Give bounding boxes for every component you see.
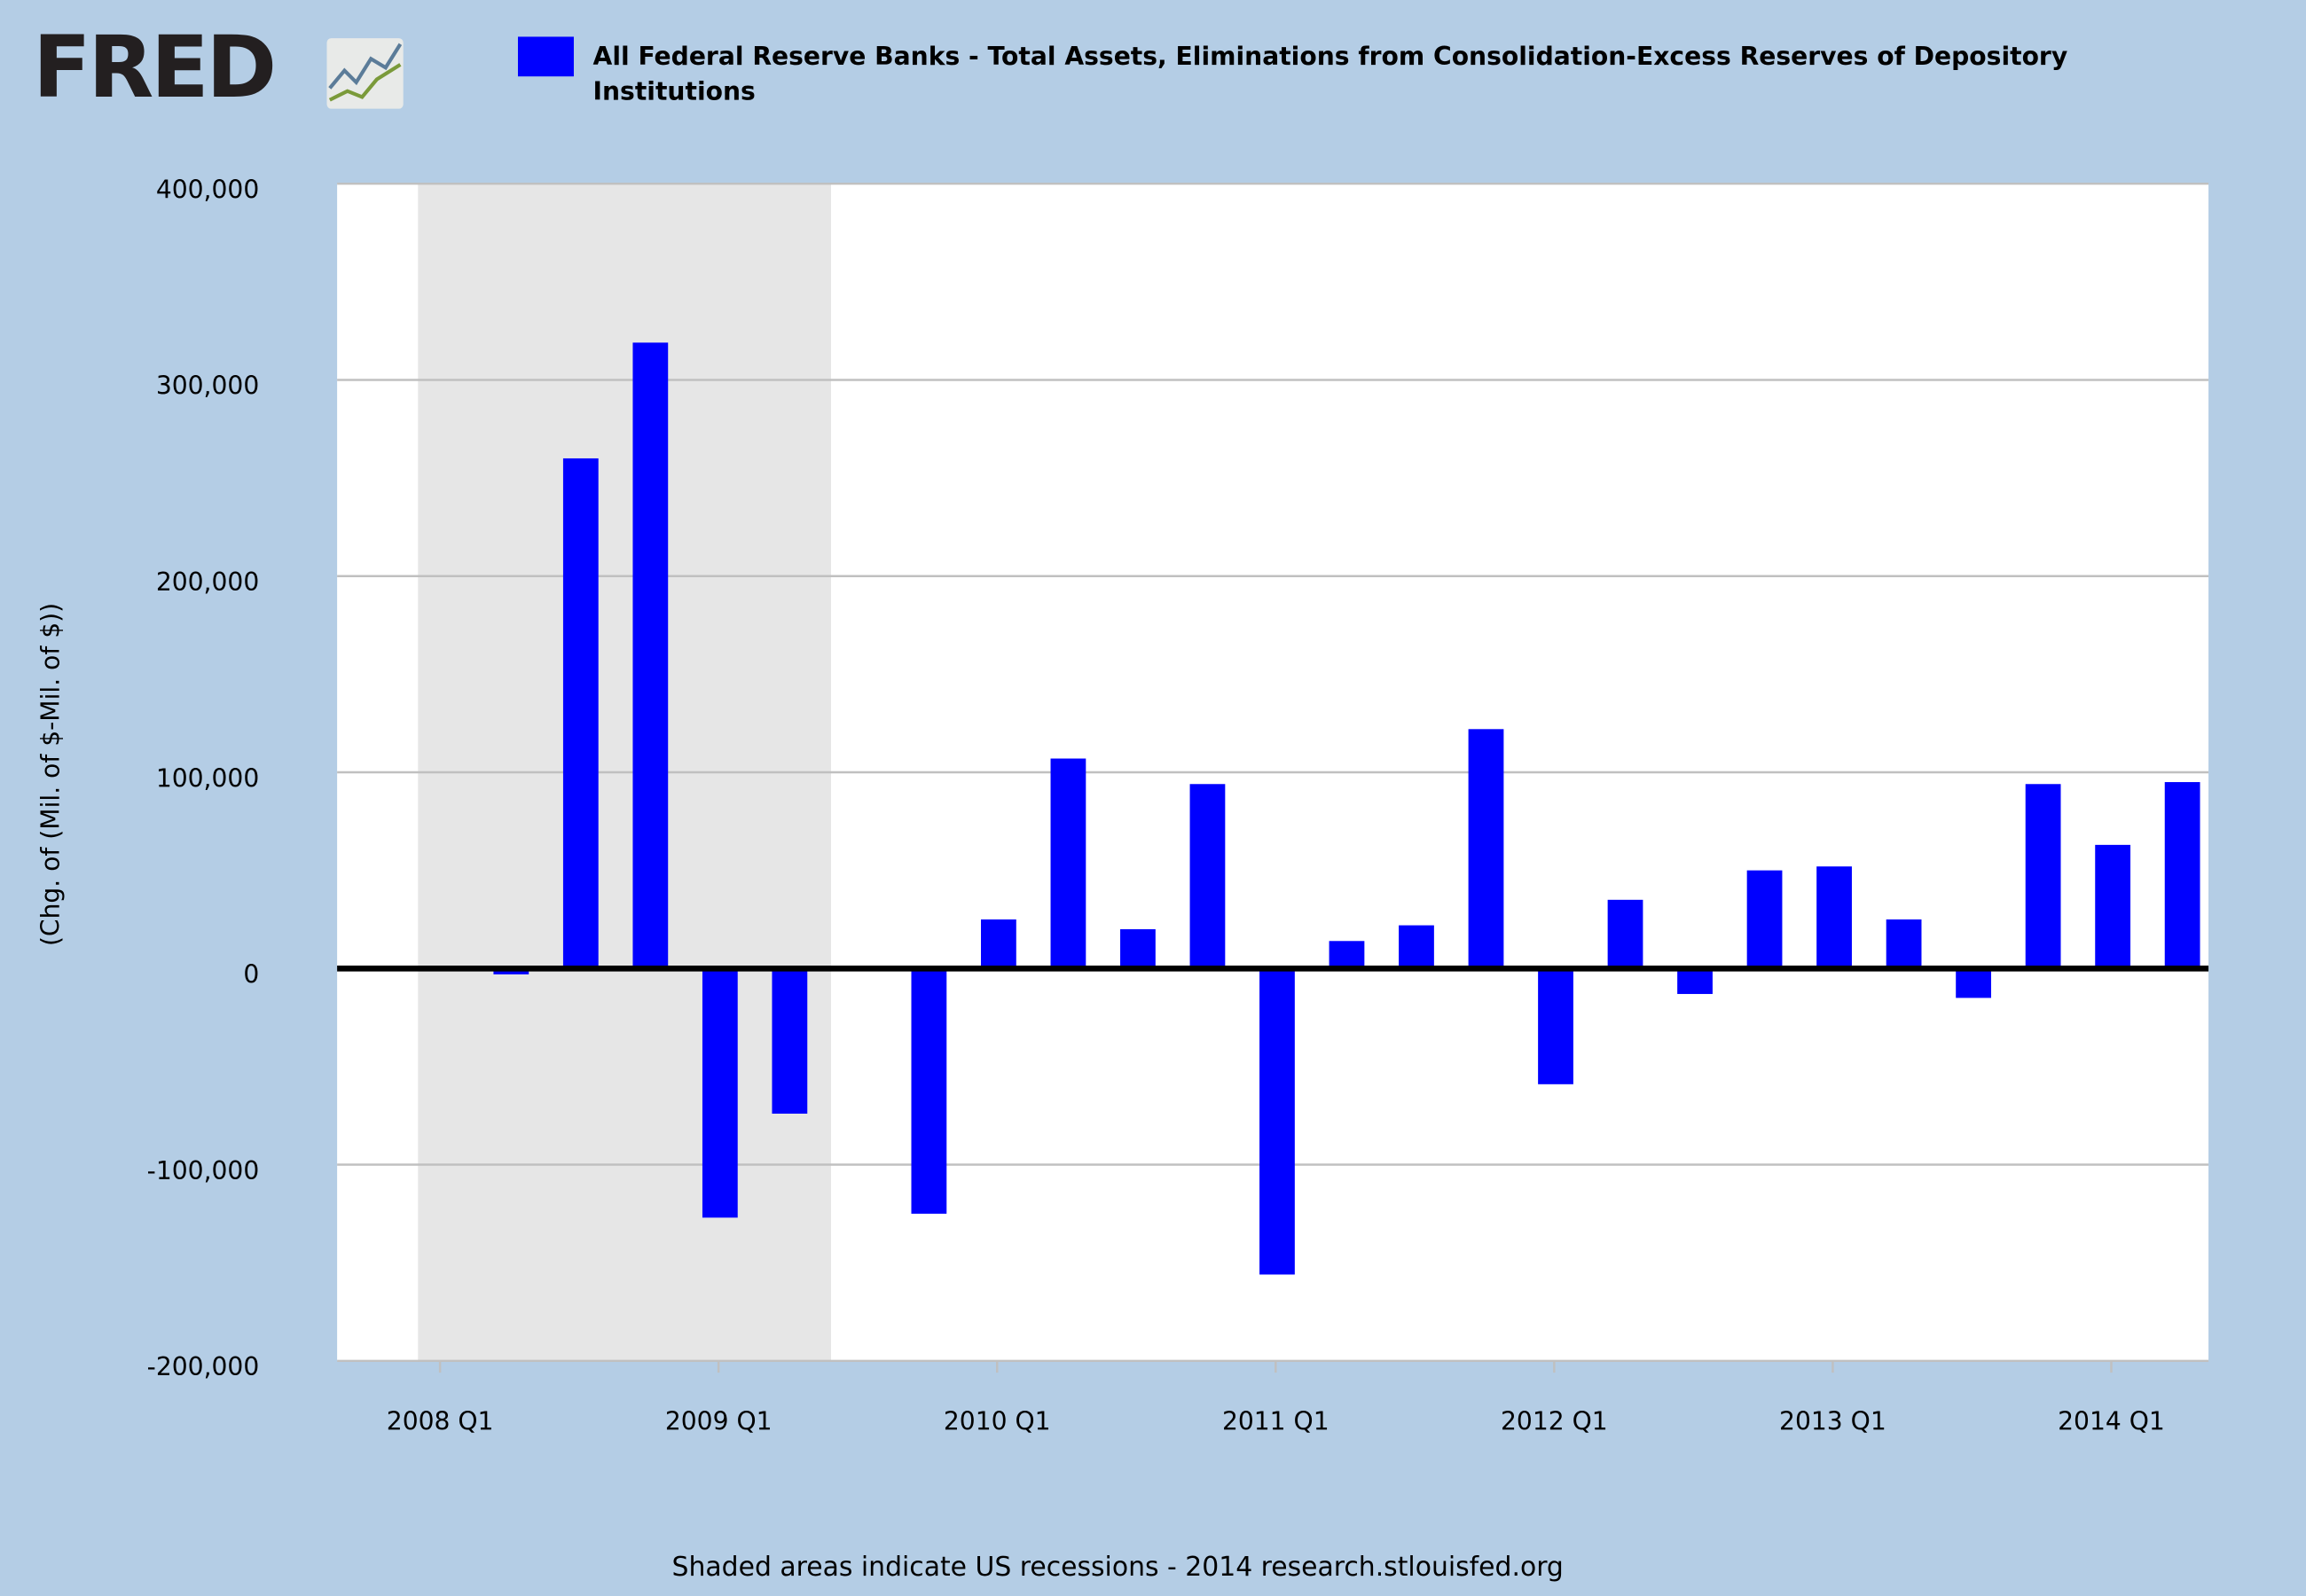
bar xyxy=(1329,941,1365,969)
bar xyxy=(1189,784,1226,969)
bar xyxy=(632,342,669,969)
bar xyxy=(1399,925,1434,969)
bar xyxy=(562,458,599,969)
x-tick-label: 2009 Q1 xyxy=(665,1406,773,1436)
y-tick-label: 100,000 xyxy=(156,763,259,793)
bar xyxy=(2025,784,2061,969)
legend-swatch xyxy=(517,36,574,77)
bar xyxy=(1259,968,1295,1275)
bar xyxy=(1746,870,1783,969)
bar xyxy=(1120,929,1156,969)
bar xyxy=(1468,729,1504,969)
bar xyxy=(772,968,808,1115)
y-axis-label: (Chg. of (Mil. of $-Mil. of $)) xyxy=(36,603,66,946)
y-tick-label: -200,000 xyxy=(147,1352,260,1381)
x-tick-label: 2013 Q1 xyxy=(1779,1406,1886,1436)
footer-note: Shaded areas indicate US recessions - 20… xyxy=(672,1552,1564,1583)
logo-icon xyxy=(326,38,404,109)
bar xyxy=(1956,968,1991,998)
y-tick-label: 400,000 xyxy=(156,175,259,204)
bar xyxy=(1886,919,1922,969)
bar xyxy=(1677,968,1713,995)
y-tick-label: 300,000 xyxy=(156,372,259,401)
x-tick-label: 2011 Q1 xyxy=(1222,1406,1329,1436)
y-tick-label: 0 xyxy=(243,960,259,990)
x-tick-label: 2012 Q1 xyxy=(1501,1406,1608,1436)
y-tick-label: -100,000 xyxy=(147,1156,260,1185)
legend: All Federal Reserve Banks - Total Assets… xyxy=(592,43,2068,107)
bar xyxy=(1538,968,1573,1084)
bar xyxy=(1607,899,1643,969)
x-tick-label: 2010 Q1 xyxy=(944,1406,1051,1436)
bar xyxy=(2095,844,2131,969)
bar xyxy=(702,968,738,1218)
bar xyxy=(493,968,529,974)
x-tick-label: 2014 Q1 xyxy=(2058,1406,2165,1436)
bar xyxy=(911,968,947,1214)
bar xyxy=(1050,758,1086,969)
legend-label: All Federal Reserve Banks - Total Assets… xyxy=(592,43,2068,107)
logo: FRED xyxy=(33,18,274,117)
y-tick-label: 200,000 xyxy=(156,567,259,597)
bar xyxy=(1816,866,1852,969)
x-tick-label: 2008 Q1 xyxy=(387,1406,494,1436)
bar xyxy=(2164,782,2200,969)
bar xyxy=(981,919,1016,969)
